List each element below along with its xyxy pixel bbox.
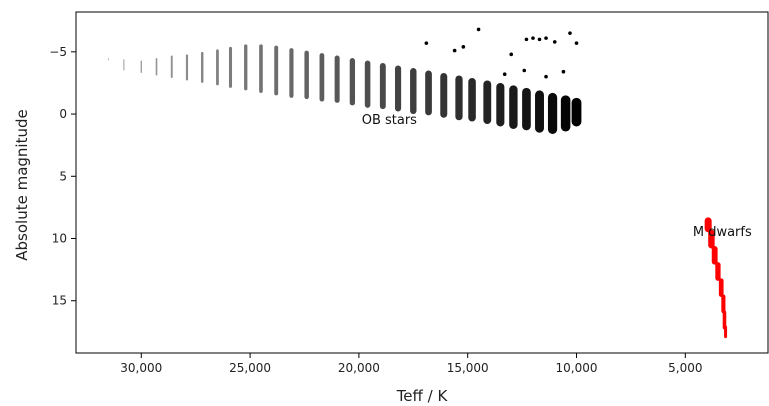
y-tick-label: 5 (59, 169, 67, 183)
y-tick-label: 10 (52, 232, 67, 246)
data-point-column (708, 229, 715, 249)
data-point-column (715, 262, 721, 281)
data-point (537, 37, 542, 42)
data-point-column (200, 51, 204, 83)
data-point (574, 41, 579, 45)
data-point-column (455, 75, 463, 121)
data-point-column (304, 50, 309, 100)
data-point-column (509, 85, 518, 129)
data-point-column (547, 92, 558, 134)
x-axis-label: Teff / K (396, 387, 449, 405)
annotations: OB stars M dwarfs (362, 113, 752, 240)
data-point-column (410, 68, 417, 115)
data-point (509, 52, 514, 57)
data-point-column (722, 310, 727, 330)
data-point (424, 41, 429, 45)
data-point (461, 45, 466, 49)
data-point-column (244, 44, 248, 91)
data-point-column (334, 55, 340, 103)
data-point-column (724, 325, 728, 339)
data-point-column (349, 58, 356, 106)
data-point-column (228, 46, 233, 88)
data-point-column (274, 45, 279, 96)
data-point-column (140, 60, 142, 73)
data-point-column (468, 77, 476, 122)
data-point-column (711, 245, 718, 265)
y-tick-label: 15 (52, 294, 67, 308)
data-point (544, 36, 548, 40)
data-point (502, 72, 507, 77)
data-point-column (571, 97, 582, 127)
data-point-column (155, 58, 158, 76)
plot-area (108, 27, 728, 339)
data-point-column (522, 87, 531, 131)
x-tick-label: 20,000 (338, 361, 380, 375)
data-point (531, 36, 535, 40)
data-point (568, 31, 572, 35)
x-tick-label: 10,000 (556, 361, 598, 375)
x-tick-label: 25,000 (229, 361, 271, 375)
data-point (522, 68, 527, 73)
data-point-column (108, 58, 110, 61)
data-point-column (379, 63, 386, 110)
y-axis-label: Absolute magnitude (13, 109, 31, 260)
data-point-column (440, 72, 448, 118)
x-tick-label: 30,000 (120, 361, 162, 375)
annotation-label: OB stars (362, 113, 417, 128)
data-point-column (394, 65, 402, 112)
data-point-column (123, 59, 125, 71)
data-point-column (289, 48, 294, 98)
data-series (704, 217, 728, 339)
x-tick-label: 15,000 (447, 361, 489, 375)
data-point-column (483, 80, 492, 125)
data-point (476, 27, 481, 32)
data-series (108, 27, 582, 134)
data-point-column (704, 217, 712, 233)
x-tick-label: 5,000 (668, 361, 702, 375)
plot-frame (75, 11, 769, 354)
data-point (561, 69, 566, 74)
data-point-column (535, 90, 544, 133)
data-point-column (185, 54, 189, 81)
data-point-column (560, 95, 571, 132)
data-point (524, 37, 529, 42)
data-point-column (718, 278, 724, 297)
data-point (552, 40, 557, 44)
data-point-column (259, 44, 263, 93)
data-point (544, 74, 548, 79)
data-point-column (170, 55, 173, 78)
data-point-column (721, 294, 726, 314)
data-point-column (496, 82, 505, 127)
data-point (452, 48, 457, 53)
x-axis-ticks: 30,000 25,000 20,000 15,000 10,000 5,000 (120, 353, 702, 375)
data-point-column (364, 60, 371, 108)
annotation-label: M dwarfs (693, 225, 752, 240)
y-axis-ticks: −5 0 5 10 15 (49, 45, 76, 308)
data-point-column (425, 70, 432, 116)
data-point-column (216, 49, 219, 86)
y-tick-label: −5 (49, 45, 67, 59)
y-tick-label: 0 (59, 107, 67, 121)
data-point-column (319, 53, 325, 102)
